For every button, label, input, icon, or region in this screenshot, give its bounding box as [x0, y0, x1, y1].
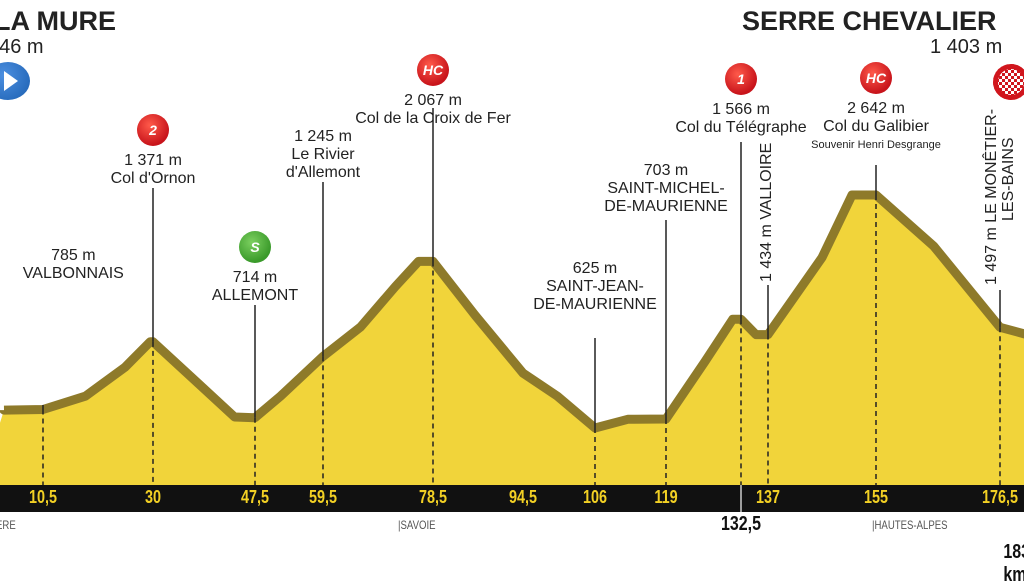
badge-1-icon: 1 — [725, 63, 757, 95]
profile-slope — [0, 190, 1024, 433]
start-town: LA MURE — [0, 6, 116, 36]
point-label-text: DE-MAURIENNE — [533, 296, 657, 313]
point-name: VALLOIRE — [758, 142, 775, 220]
point-label: 2 642 m Col du Galibier Souvenir Henri Des… — [811, 100, 941, 154]
km-tick-label: 137 — [755, 487, 781, 507]
km-tick-label: 78,5 — [418, 487, 448, 507]
badge-hc-icon: HC — [860, 62, 892, 94]
point-label-text: DE-MAURIENNE — [604, 198, 728, 215]
km-tick-label: 10,5 — [28, 487, 58, 507]
point-label: 1 371 m Col d'Ornon — [111, 152, 196, 188]
vertical-point-label: 1 497 m LE MONÊTIER- LES-BAINS — [983, 109, 1017, 285]
point-label: 1 566 m Col du Télégraphe — [675, 101, 806, 137]
point-label: 785 m VALBONNAIS — [23, 247, 124, 283]
point-label: 625 m SAINT-JEAN- DE-MAURIENNE — [533, 260, 657, 314]
point-name: LE MONÊTIER- — [983, 108, 1000, 223]
badge-s-icon: S — [239, 231, 271, 263]
region-label: |HAUTES-ALPES — [872, 518, 948, 532]
region-label: ÈRE — [0, 518, 16, 532]
region-label: |SAVOIE — [398, 518, 436, 532]
point-label-text: Souvenir Henri Desgrange — [811, 139, 941, 151]
profile-area — [0, 195, 1024, 486]
point-label: 1 245 m Le Rivier d'Allemont — [286, 128, 360, 182]
point-label: 703 m SAINT-MICHEL- DE-MAURIENNE — [604, 162, 728, 216]
point-label: 2 067 m Col de la Croix de Fer — [355, 92, 511, 128]
km-tick-label: 176,5 — [981, 487, 1019, 507]
point-label-text: SAINT-JEAN- — [546, 278, 644, 295]
point-label-text: d'Allemont — [285, 164, 361, 181]
km-tick-label: 119 — [654, 487, 678, 507]
point-label-text: Col du Galibier — [823, 118, 929, 135]
point-label: 714 m ALLEMONT — [212, 269, 298, 305]
start-icon — [0, 62, 30, 100]
km-tick-highlight: 132,5 — [720, 513, 762, 535]
start-altitude: 846 m — [0, 36, 44, 58]
km-bar — [0, 485, 1024, 512]
point-name-2: LES-BAINS — [1000, 137, 1017, 221]
total-distance: 183 km — [1003, 541, 1024, 586]
point-label-text: 1 245 m — [294, 128, 352, 145]
point-label-text: Col d'Ornon — [110, 170, 196, 187]
badge-2-icon: 2 — [137, 114, 169, 146]
checkered-flag-icon — [993, 64, 1024, 100]
point-label-text: VALBONNAIS — [22, 265, 124, 282]
point-label-text: 1 371 m — [124, 152, 182, 169]
point-label-text: SAINT-MICHEL- — [607, 180, 725, 197]
point-label-text: Col du Télégraphe — [675, 119, 807, 136]
badge-hc-icon: HC — [417, 54, 449, 86]
km-tick-label: 47,5 — [240, 487, 270, 507]
finish-town: SERRE CHEVALIER — [742, 6, 997, 36]
km-tick-label: 94,5 — [508, 487, 538, 507]
point-label-text: 1 566 m — [712, 101, 770, 118]
point-label-text: Col de la Croix de Fer — [355, 110, 511, 127]
point-alt: 1 434 m — [758, 224, 775, 282]
point-label-text: 714 m — [232, 269, 278, 286]
km-tick-label: 155 — [863, 487, 889, 507]
point-label-text: ALLEMONT — [211, 287, 299, 304]
point-label-text: 2 642 m — [847, 100, 905, 117]
point-label-text: 703 m — [643, 162, 689, 179]
finish-altitude: 1 403 m — [930, 36, 1003, 58]
point-label-text: 625 m — [572, 260, 618, 277]
point-label-text: 2 067 m — [404, 92, 462, 109]
km-tick-label: 59,5 — [308, 487, 338, 507]
vertical-point-label: 1 434 m VALLOIRE — [758, 143, 775, 282]
km-tick-label: 30 — [144, 487, 162, 507]
point-label-text: Le Rivier — [291, 146, 355, 163]
km-tick-label: 106 — [582, 487, 608, 507]
point-label-text: 785 m — [51, 247, 96, 264]
point-alt: 1 497 m — [983, 227, 1000, 285]
